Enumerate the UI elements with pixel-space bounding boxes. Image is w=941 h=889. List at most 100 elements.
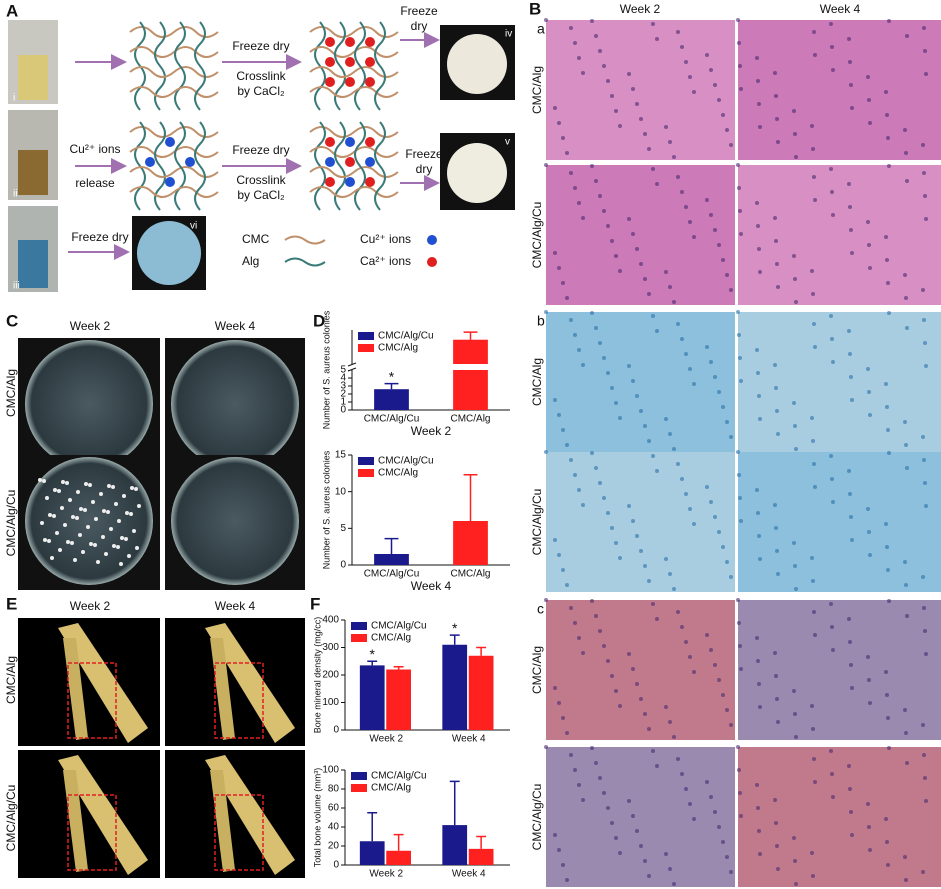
legend-label: CMC (242, 232, 270, 246)
cell (602, 356, 606, 360)
cell (602, 791, 606, 795)
error-bar (449, 634, 460, 645)
cell (923, 194, 927, 198)
bar (386, 669, 411, 730)
colony (43, 538, 47, 542)
cell (756, 371, 760, 375)
alg-chain (354, 121, 366, 211)
colony (84, 482, 88, 486)
cell (581, 651, 585, 655)
cell (738, 209, 742, 213)
cell (867, 530, 871, 534)
colony (65, 481, 69, 485)
cell (692, 817, 696, 821)
cell (705, 485, 709, 489)
cell (561, 136, 565, 140)
colony (134, 487, 138, 491)
y-tick-label: 4 (340, 373, 346, 384)
x-tick-label: Week 4 (452, 734, 486, 745)
cell (627, 652, 631, 656)
cell (886, 428, 890, 432)
cell (676, 610, 680, 614)
ca-ion (345, 37, 355, 47)
panel-label: F (310, 594, 320, 613)
cell (886, 716, 890, 720)
cell (705, 53, 709, 57)
cell (775, 262, 779, 266)
cell (921, 435, 925, 439)
y-tick-label: 3 (340, 381, 346, 392)
cell (868, 121, 872, 125)
step-label: dry (411, 19, 428, 33)
cell (721, 113, 725, 117)
cell (705, 780, 709, 784)
cell (830, 337, 834, 341)
cell (573, 621, 577, 625)
bar (359, 665, 385, 730)
cell (903, 560, 907, 564)
ca-ion (365, 177, 375, 187)
colony (79, 507, 83, 511)
cell (905, 761, 909, 765)
cell (904, 151, 908, 155)
colony (75, 516, 79, 520)
colony (132, 529, 136, 533)
cell (813, 53, 817, 57)
cell (792, 109, 796, 113)
step-label: by CaCl₂ (237, 188, 285, 202)
cell (643, 132, 647, 136)
colony (135, 546, 139, 550)
histology-grid (544, 18, 941, 887)
y-axis-label: Number of S. aureus colonies (321, 450, 331, 569)
cell (739, 667, 743, 671)
colony (106, 510, 110, 514)
cell (573, 186, 577, 190)
cell (903, 855, 907, 859)
cell (668, 867, 672, 871)
cell (884, 817, 888, 821)
cell (692, 522, 696, 526)
cell (831, 68, 835, 72)
cell (651, 602, 655, 606)
cell (830, 190, 834, 194)
legend-label: CMC/Alg (371, 783, 411, 794)
colony (109, 527, 113, 531)
y-tick-label: 0 (333, 725, 339, 736)
cell (793, 859, 797, 863)
cell (755, 56, 759, 60)
row-label: CMC/Alg (530, 66, 544, 114)
legend-label: Alg (242, 254, 259, 268)
panel-label: B (529, 0, 541, 18)
cell (756, 511, 760, 515)
alg-chain (174, 21, 186, 111)
error-bar (384, 537, 399, 554)
cell (614, 541, 618, 545)
cell (594, 761, 598, 765)
vial-liquid (18, 240, 48, 288)
cell (756, 806, 760, 810)
cell (737, 621, 741, 625)
cell (614, 401, 618, 405)
cell (647, 727, 651, 731)
y-tick-label: 0 (340, 405, 346, 416)
histology-photo (546, 747, 735, 887)
legend-label: Ca²⁺ ions (360, 254, 411, 268)
cell (672, 735, 676, 739)
cell (647, 292, 651, 296)
cell (810, 269, 814, 273)
cell (561, 568, 565, 572)
cell (905, 326, 909, 330)
cell (887, 19, 891, 23)
y-tick-label: 0 (340, 560, 346, 571)
cmc-chain (309, 166, 399, 178)
cell (577, 348, 581, 352)
cell (569, 171, 573, 175)
cell (709, 68, 713, 72)
cell (606, 659, 610, 663)
histology-photo (546, 452, 735, 592)
cell (849, 83, 853, 87)
cell (647, 874, 651, 878)
cell (922, 753, 926, 757)
cell (866, 75, 870, 79)
cell (709, 648, 713, 652)
